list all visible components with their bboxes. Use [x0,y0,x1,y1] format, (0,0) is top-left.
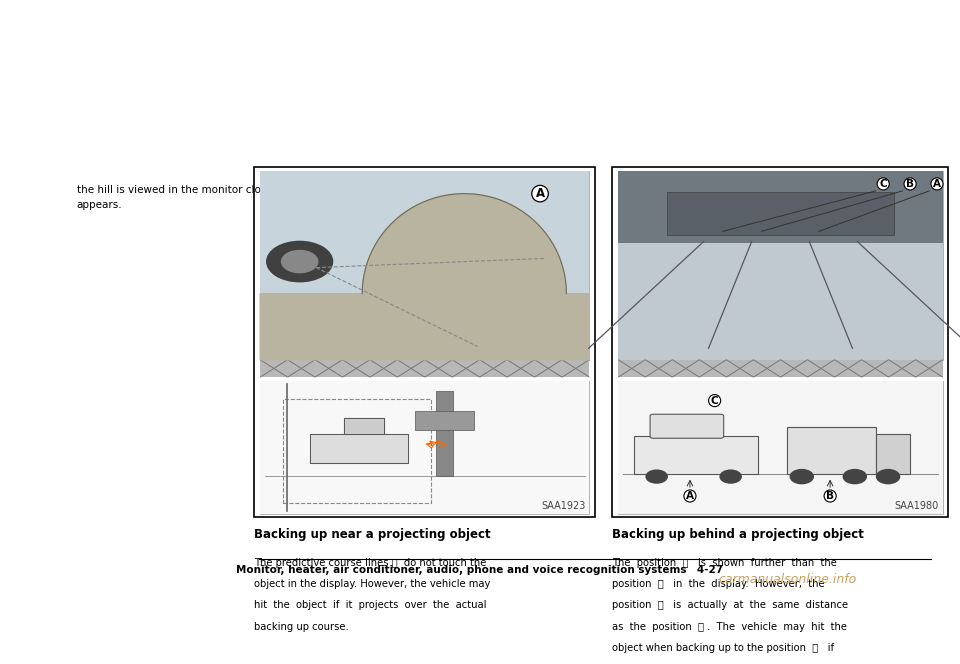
Text: position  Ⓒ   is  actually  at  the  same  distance: position Ⓒ is actually at the same dista… [612,600,849,610]
Text: C: C [710,396,718,406]
Text: A: A [686,491,694,501]
Circle shape [281,250,318,273]
Text: object in the display. However, the vehicle may: object in the display. However, the vehi… [254,579,491,590]
Circle shape [267,242,332,282]
Bar [618,380,943,513]
Text: hit  the  object  if  it  projects  over  the  actual: hit the object if it projects over the a… [254,600,487,610]
Bar [254,167,595,517]
Text: the hill is viewed in the monitor closer than it
appears.: the hill is viewed in the monitor closer… [77,185,314,210]
Text: A: A [933,179,941,189]
Text: object when backing up to the position  Ⓐ   if: object when backing up to the position Ⓐ… [612,643,834,653]
Bar [612,167,948,517]
Bar [260,171,589,360]
Bar [667,192,894,235]
Text: C: C [879,179,887,189]
Text: Backing up near a projecting object: Backing up near a projecting object [254,528,491,540]
Bar [260,293,589,360]
Circle shape [720,470,741,483]
Bar [618,380,943,513]
Bar [618,360,943,377]
Circle shape [790,469,813,483]
Circle shape [876,469,900,483]
Text: The  position  Ⓒ   is  shown  further  than  the: The position Ⓒ is shown further than the [612,558,837,568]
Text: B: B [906,179,914,189]
Bar [635,436,757,473]
Text: A: A [536,187,544,200]
Text: Backing up behind a projecting object: Backing up behind a projecting object [612,528,864,540]
Text: The predictive course lines Ⓐ  do not touch the: The predictive course lines Ⓐ do not tou… [254,558,487,568]
Bar [415,411,474,430]
Text: B: B [827,491,834,501]
Polygon shape [309,434,408,463]
Text: Monitor, heater, air conditioner, audio, phone and voice recognition systems 4-2: Monitor, heater, air conditioner, audio,… [236,564,724,574]
Text: carmanualsonline.info: carmanualsonline.info [718,573,856,586]
Text: SAA1923: SAA1923 [541,501,586,511]
Bar [260,380,589,513]
Text: position  Ⓑ   in  the  display.  However,  the: position Ⓑ in the display. However, the [612,579,825,590]
Bar [260,380,589,513]
Bar [260,171,589,360]
Bar [437,391,453,476]
Circle shape [843,469,866,483]
Polygon shape [260,194,589,360]
Bar [618,171,943,242]
Text: as  the  position  Ⓐ .  The  vehicle  may  hit  the: as the position Ⓐ . The vehicle may hit … [612,622,848,631]
FancyBboxPatch shape [650,414,724,438]
Bar [876,434,910,473]
Bar [283,399,431,503]
Bar [618,171,943,360]
Bar [787,427,876,473]
Bar [618,171,943,360]
Bar [260,360,589,377]
Polygon shape [344,418,384,434]
Text: SAA1980: SAA1980 [895,501,939,511]
Text: backing up course.: backing up course. [254,622,349,631]
Circle shape [646,470,667,483]
